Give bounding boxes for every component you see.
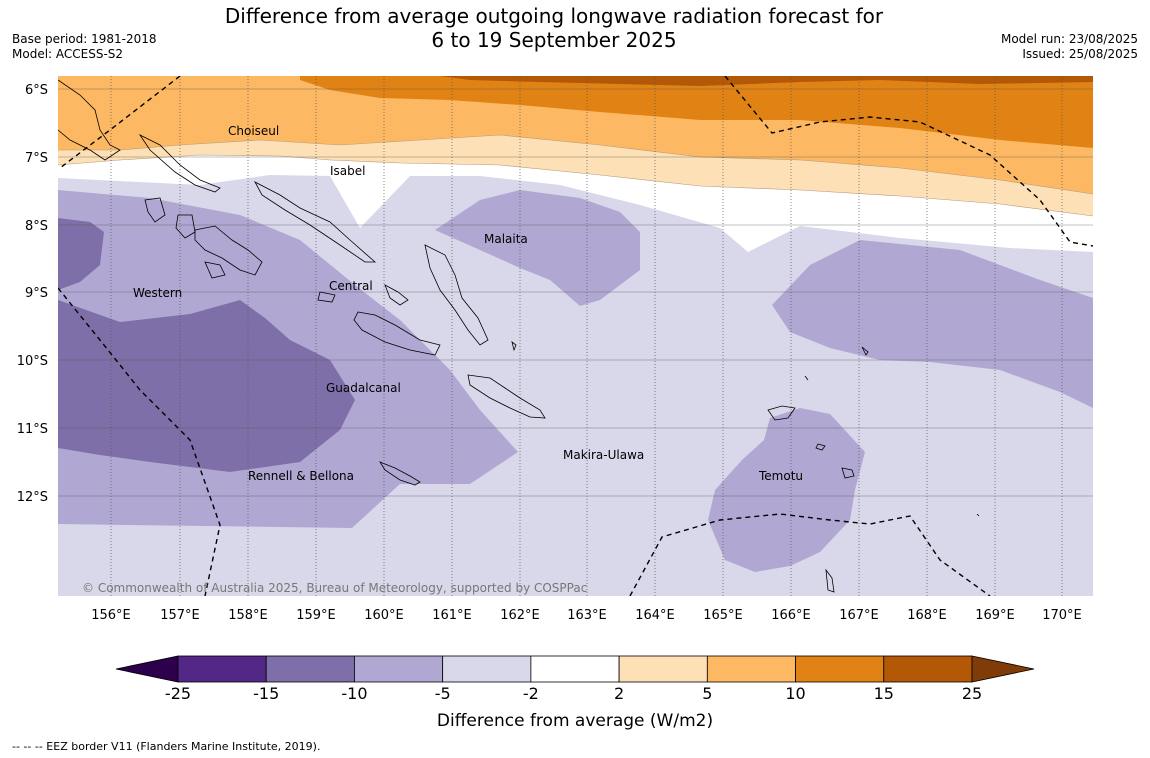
province-label-temotu: Temotu	[758, 469, 803, 483]
anomaly-band-medium-lavender-temotu	[708, 408, 865, 572]
colorbar-segment	[883, 655, 973, 683]
latitude-gridlines	[58, 88, 1093, 497]
anomaly-band-medium-lavender-malaita	[435, 190, 640, 306]
province-label-malaita: Malaita	[484, 232, 528, 246]
colorbar-segment	[265, 655, 355, 683]
colorbar-segments	[177, 655, 973, 683]
lat-tick-label: 6°S	[25, 83, 48, 98]
anomaly-band-orange	[300, 76, 1093, 148]
colorbar-segment	[795, 655, 885, 683]
province-label-makira-ulawa: Makira-Ulawa	[563, 448, 644, 462]
lon-tick-label: 158°E	[228, 608, 268, 623]
latitude-axis: 6°S 7°S 8°S 9°S 10°S 11°S 12°S	[17, 83, 48, 505]
title-line-2: 6 to 19 September 2025	[431, 28, 677, 52]
province-label-central: Central	[329, 279, 373, 293]
lon-tick-label: 157°E	[160, 608, 200, 623]
colorbar-tick-labels: -25 -15 -10 -5 -2 2 5 10 15 25	[165, 684, 982, 703]
copyright-credit: © Commonwealth of Australia 2025, Bureau…	[82, 581, 587, 595]
lon-tick-label: 161°E	[432, 608, 472, 623]
colorbar-tick-label: 25	[962, 684, 982, 703]
issued-text: Issued: 25/08/2025	[1022, 47, 1138, 61]
lon-tick-label: 167°E	[839, 608, 879, 623]
colorbar: -25 -15 -10 -5 -2 2 5 10 15 25 Difference from av…	[115, 655, 1035, 731]
eez-border	[58, 76, 1093, 596]
title-line-1: Difference from average outgoing longwav…	[224, 4, 884, 28]
base-period-text: Base period: 1981-2018	[12, 32, 157, 46]
lon-tick-label: 166°E	[771, 608, 811, 623]
colorbar-over-arrow	[971, 655, 1035, 683]
anomaly-band-dark-lavender-west	[58, 300, 355, 472]
colorbar-tick-label: 5	[702, 684, 712, 703]
colorbar-tick-label: 10	[785, 684, 805, 703]
lon-tick-label: 168°E	[907, 608, 947, 623]
lon-tick-label: 156°E	[91, 608, 131, 623]
right-metadata: Model run: 23/08/2025 Issued: 25/08/2025	[1001, 32, 1138, 62]
province-label-rennell-bellona: Rennell & Bellona	[248, 469, 354, 483]
province-label-choiseul: Choiseul	[228, 124, 279, 138]
colorbar-tick-label: -15	[253, 684, 279, 703]
colorbar-tick-label: -2	[523, 684, 539, 703]
province-label-guadalcanal: Guadalcanal	[326, 381, 401, 395]
eez-footnote: -- -- -- EEZ border V11 (Flanders Marine…	[12, 740, 321, 753]
model-run-text: Model run: 23/08/2025	[1000, 32, 1138, 46]
lon-tick-label: 165°E	[703, 608, 743, 623]
colorbar-tick-label: 15	[874, 684, 894, 703]
colorbar-segment	[354, 655, 444, 683]
left-metadata: Base period: 1981-2018 Model: ACCESS-S2	[12, 32, 157, 62]
colorbar-label: Difference from average (W/m2)	[437, 711, 713, 731]
lat-tick-label: 7°S	[25, 151, 48, 166]
lon-tick-label: 162°E	[500, 608, 540, 623]
anomaly-band-dark-orange	[440, 76, 1093, 86]
lon-tick-label: 169°E	[975, 608, 1015, 623]
colorbar-segment	[442, 655, 532, 683]
lon-tick-label: 160°E	[364, 608, 404, 623]
longitude-axis: 156°E 157°E 158°E 159°E 160°E 161°E 162°…	[91, 608, 1082, 623]
province-label-western: Western	[133, 286, 182, 300]
anomaly-band-dark-lavender-nw	[58, 218, 104, 290]
model-text: Model: ACCESS-S2	[12, 47, 124, 61]
map-figure: Choiseul Isabel Malaita Western Central …	[17, 76, 1093, 731]
colorbar-segment	[618, 655, 708, 683]
lat-tick-label: 11°S	[17, 422, 48, 437]
colorbar-tick-label: -5	[435, 684, 451, 703]
lon-tick-label: 164°E	[635, 608, 675, 623]
colorbar-tick-label: -10	[341, 684, 367, 703]
lat-tick-label: 8°S	[25, 219, 48, 234]
anomaly-band-medium-lavender-east	[772, 240, 1093, 408]
colorbar-segment	[177, 655, 267, 683]
colorbar-tick-label: 2	[614, 684, 624, 703]
chart-title: Difference from average outgoing longwav…	[200, 4, 908, 52]
lon-tick-label: 159°E	[296, 608, 336, 623]
lat-tick-label: 12°S	[17, 490, 48, 505]
map-area: Choiseul Isabel Malaita Western Central …	[58, 76, 1093, 596]
colorbar-segment	[706, 655, 796, 683]
colorbar-tick-label: -25	[165, 684, 191, 703]
lon-tick-label: 163°E	[567, 608, 607, 623]
lat-tick-label: 9°S	[25, 286, 48, 301]
province-label-isabel: Isabel	[330, 164, 365, 178]
lat-tick-label: 10°S	[17, 354, 48, 369]
lon-tick-label: 170°E	[1042, 608, 1082, 623]
colorbar-under-arrow	[115, 655, 179, 683]
coastlines	[58, 79, 980, 593]
colorbar-segment	[530, 655, 620, 683]
